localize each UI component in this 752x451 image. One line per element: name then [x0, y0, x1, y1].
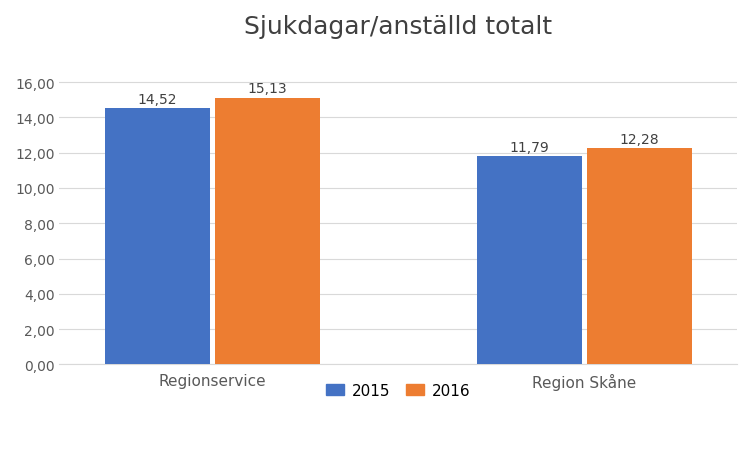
Bar	[105, 109, 210, 364]
Bar	[477, 157, 582, 364]
Text: 14,52: 14,52	[138, 93, 177, 107]
Legend: 2015, 2016: 2015, 2016	[320, 377, 477, 405]
Bar	[214, 98, 320, 364]
Bar	[587, 148, 692, 364]
Text: 15,13: 15,13	[247, 82, 287, 96]
Text: 11,79: 11,79	[510, 141, 549, 155]
Title: Sjukdagar/anställd totalt: Sjukdagar/anställd totalt	[244, 15, 552, 39]
Text: 12,28: 12,28	[620, 132, 659, 146]
